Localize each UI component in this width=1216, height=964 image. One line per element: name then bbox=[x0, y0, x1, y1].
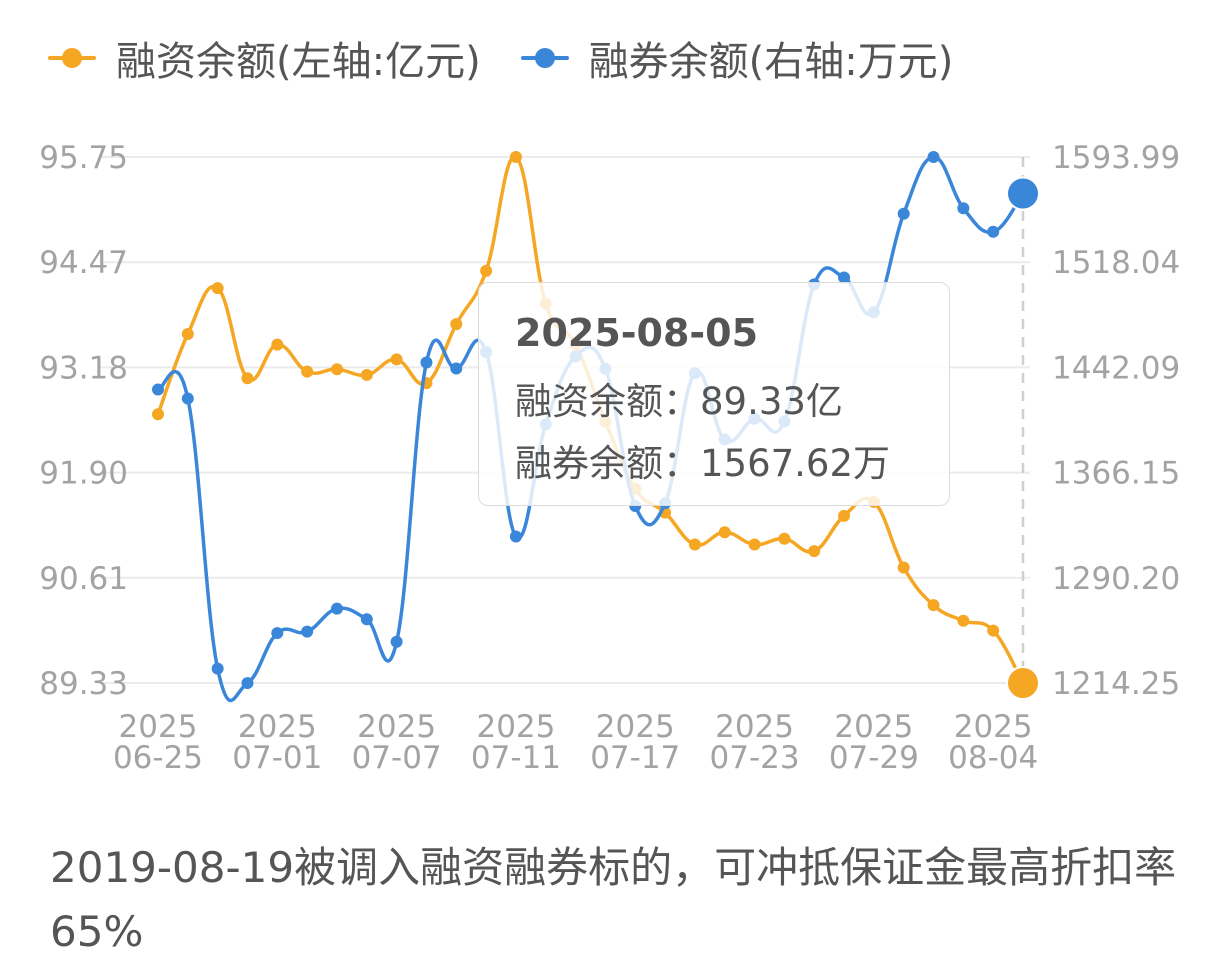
y-right-tick-label: 1366.15 bbox=[1052, 456, 1180, 492]
short-balance-point bbox=[509, 530, 522, 543]
margin-balance-point bbox=[927, 599, 940, 612]
y-right-tick-label: 1214.25 bbox=[1052, 666, 1180, 702]
y-left-tick-label: 95.75 bbox=[39, 140, 128, 176]
short-balance-point bbox=[241, 677, 254, 690]
y-right-tick-label: 1518.04 bbox=[1052, 245, 1180, 281]
chart-tooltip: 2025-08-05 融资余额：89.33亿 融券余额：1567.62万 bbox=[478, 282, 950, 506]
legend-swatch-orange bbox=[48, 48, 96, 68]
x-tick-label-date: 07-17 bbox=[590, 740, 680, 776]
x-tick-label-date: 08-04 bbox=[948, 740, 1038, 776]
short-balance-point bbox=[360, 613, 373, 626]
short-balance-point bbox=[450, 362, 463, 375]
legend-item-short-balance[interactable]: 融券余额(右轴:万元) bbox=[520, 29, 954, 87]
tooltip-margin-value: 89.33亿 bbox=[700, 380, 843, 423]
short-balance-point bbox=[987, 225, 1000, 238]
margin-balance-point bbox=[688, 538, 701, 551]
margin-balance-point bbox=[450, 318, 463, 331]
margin-balance-point bbox=[271, 338, 284, 351]
short-balance-point bbox=[927, 151, 940, 163]
x-tick-label-date: 07-01 bbox=[232, 740, 322, 776]
margin-balance-point bbox=[390, 353, 403, 366]
margin-balance-point bbox=[360, 368, 373, 381]
legend-item-margin-balance[interactable]: 融资余额(左轴:亿元) bbox=[48, 29, 481, 87]
tooltip-row-short: 融券余额：1567.62万 bbox=[515, 433, 949, 495]
short-balance-point bbox=[897, 207, 910, 220]
y-right-tick-label: 1442.09 bbox=[1052, 350, 1180, 386]
tooltip-date: 2025-08-05 bbox=[515, 311, 759, 355]
y-left-tick-label: 90.61 bbox=[39, 561, 128, 597]
short-balance-point bbox=[211, 662, 224, 675]
short-balance-point bbox=[1006, 176, 1040, 211]
legend-label-margin-balance: 融资余额(左轴:亿元) bbox=[116, 39, 481, 85]
y-right-tick-label: 1593.99 bbox=[1052, 140, 1180, 176]
margin-balance-point bbox=[987, 624, 1000, 637]
legend-swatch-blue bbox=[520, 48, 569, 68]
y-left-tick-label: 94.47 bbox=[39, 245, 128, 281]
x-tick-label-year: 2025 bbox=[954, 709, 1033, 745]
margin-balance-point bbox=[152, 408, 164, 421]
margin-balance-point bbox=[778, 532, 791, 545]
margin-balance-point bbox=[480, 264, 493, 277]
margin-balance-point bbox=[181, 327, 194, 340]
margin-balance-point bbox=[748, 538, 761, 551]
x-tick-label-date: 06-25 bbox=[113, 740, 203, 776]
margin-balance-point bbox=[301, 365, 314, 378]
x-tick-label-date: 07-29 bbox=[829, 740, 919, 776]
short-balance-point bbox=[301, 625, 314, 638]
y-right-tick-label: 1290.20 bbox=[1052, 561, 1180, 597]
margin-balance-point bbox=[808, 545, 821, 558]
chart-legend: 融资余额(左轴:亿元) 融券余额(右轴:万元) bbox=[48, 28, 993, 88]
x-tick-label-year: 2025 bbox=[476, 709, 555, 745]
short-balance-point bbox=[271, 627, 284, 640]
y-left-tick-label: 91.90 bbox=[39, 456, 128, 492]
short-balance-point bbox=[957, 202, 970, 215]
short-balance-point bbox=[420, 356, 433, 369]
short-balance-point bbox=[838, 271, 851, 284]
margin-balance-point bbox=[330, 363, 343, 376]
y-left-tick-label: 93.18 bbox=[39, 350, 128, 386]
margin-balance-point bbox=[838, 509, 851, 522]
margin-balance-point bbox=[957, 614, 970, 627]
x-tick-label-year: 2025 bbox=[596, 709, 675, 745]
eligibility-note: 2019-08-19被调入融资融券标的，可冲抵保证金最高折扣率65% bbox=[50, 843, 1177, 956]
short-balance-point bbox=[390, 635, 403, 648]
tooltip-margin-label: 融资余额： bbox=[515, 380, 700, 423]
short-balance-point bbox=[330, 602, 343, 615]
x-tick-label-date: 07-07 bbox=[352, 740, 442, 776]
x-tick-label-year: 2025 bbox=[119, 709, 198, 745]
margin-balance-point bbox=[241, 372, 254, 385]
margin-balance-point bbox=[211, 282, 224, 295]
x-tick-label-date: 07-11 bbox=[471, 740, 561, 776]
tooltip-short-value: 1567.62万 bbox=[700, 442, 891, 485]
short-balance-point bbox=[181, 392, 194, 405]
margin-balance-point bbox=[897, 561, 910, 574]
margin-balance-point bbox=[509, 151, 522, 163]
legend-label-short-balance: 融券余额(右轴:万元) bbox=[588, 39, 954, 85]
x-tick-label-year: 2025 bbox=[834, 709, 913, 745]
x-tick-label-year: 2025 bbox=[357, 709, 436, 745]
margin-balance-point bbox=[1006, 666, 1040, 700]
tooltip-row-margin: 融资余额：89.33亿 bbox=[515, 371, 949, 433]
tooltip-short-label: 融券余额： bbox=[515, 442, 700, 485]
margin-balance-point bbox=[718, 526, 731, 539]
short-balance-point bbox=[152, 383, 164, 396]
x-tick-label-date: 07-23 bbox=[710, 740, 800, 776]
y-left-tick-label: 89.33 bbox=[39, 666, 128, 702]
x-tick-label-year: 2025 bbox=[238, 709, 317, 745]
x-tick-label-year: 2025 bbox=[715, 709, 794, 745]
